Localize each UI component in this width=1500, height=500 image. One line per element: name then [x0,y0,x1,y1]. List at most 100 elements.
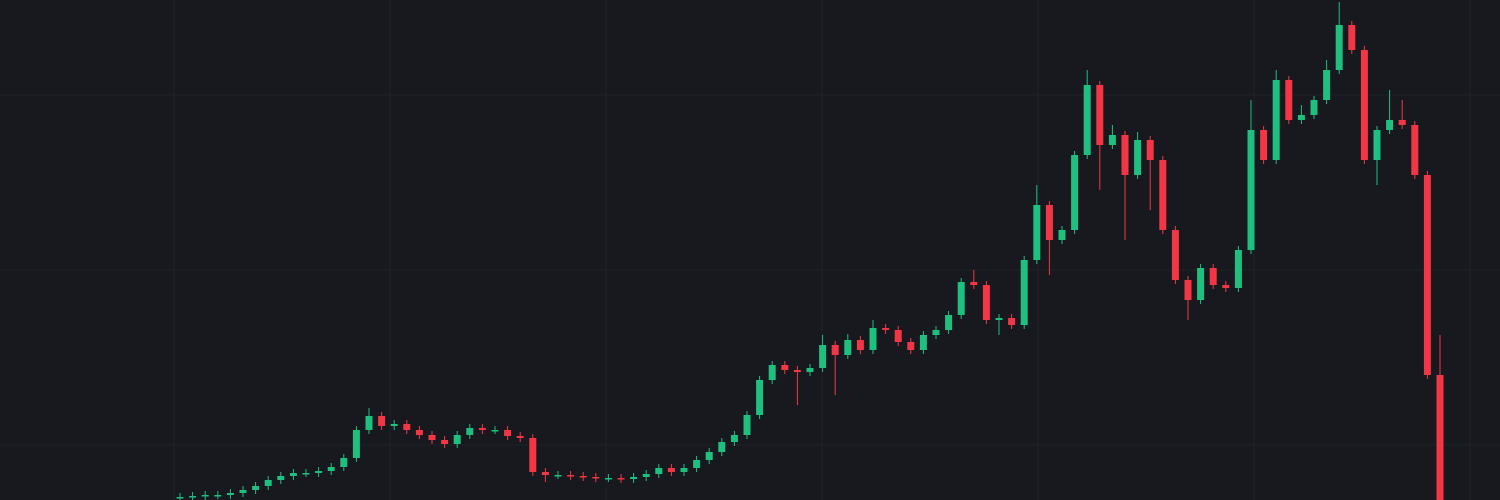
candle-body [730,435,738,442]
candle-body [1071,155,1079,230]
candle-body [1171,230,1179,280]
candle-body [1096,85,1104,145]
candle-body [214,495,222,497]
candle-body [1058,230,1066,240]
candle-body [529,438,537,472]
candle-body [554,475,562,477]
candle-body [567,475,575,477]
candle-body [919,335,927,350]
candle-body [1020,260,1028,325]
candle-body [642,474,650,477]
candle-body [1209,268,1217,285]
candle-body [630,477,638,479]
candle-body [504,430,512,436]
candle-body [592,477,600,479]
candle-body [352,430,360,458]
candle-body [768,365,776,380]
candle-body [831,345,839,355]
candle-body [1247,130,1255,250]
candle-body [1335,25,1343,70]
candle-body [201,495,209,497]
candle-body [403,424,411,430]
candle-body [1411,125,1419,175]
candle-body [1436,375,1444,500]
candle-body [1045,205,1053,240]
candle-body [743,415,751,435]
candle-body [1146,140,1154,160]
candle-body [453,435,461,444]
candle-body [327,467,335,471]
candle-body [1184,280,1192,300]
candle-body [819,345,827,368]
candle-body [315,471,323,473]
candle-body [844,340,852,355]
candle-body [869,328,877,350]
candle-body [1272,80,1280,160]
candle-body [277,476,285,480]
candle-body [1373,130,1381,160]
candle-body [756,380,764,415]
candle-body [541,472,549,475]
candle-body [932,330,940,335]
candle-body [1260,130,1268,160]
candle-body [718,442,726,452]
candle-body [239,490,247,493]
candle-body [1285,80,1293,120]
candle-body [995,318,1003,320]
candle-body [176,497,184,499]
candle-body [1121,135,1129,175]
candle-body [1423,175,1431,375]
candle-body [1398,120,1406,125]
candle-body [516,436,524,438]
candle-body [680,468,688,472]
candle-body [617,478,625,480]
candle-body [252,486,260,490]
candle-body [705,452,713,460]
candle-body [264,480,272,486]
candle-body [478,428,486,430]
candle-body [1008,318,1016,325]
candle-body [1033,205,1041,260]
candle-body [226,493,234,495]
candle-body [1297,115,1305,120]
candle-body [1083,85,1091,155]
candle-body [579,476,587,478]
candle-body [1197,268,1205,300]
candle-body [289,473,297,476]
candle-body [945,315,953,330]
candle-body [667,468,675,472]
candle-body [340,458,348,467]
candle-body [365,416,373,430]
candle-body [781,365,789,370]
candle-body [882,328,890,330]
candle-body [1348,25,1356,50]
candle-body [1234,250,1242,288]
candle-body [970,282,978,285]
candle-body [604,478,612,480]
candle-body [189,496,197,498]
candle-body [441,440,449,444]
candle-body [1159,160,1167,230]
candle-body [1134,140,1142,175]
candle-body [806,368,814,372]
candle-body [856,340,864,350]
candle-body [1222,285,1230,288]
candle-body [302,473,310,475]
candle-body [894,330,902,342]
candles [176,2,1444,500]
candle-body [466,428,474,435]
candle-body [1323,70,1331,100]
candle-body [982,285,990,320]
candle-body [655,468,663,474]
candle-body [693,460,701,468]
candle-body [415,430,423,435]
candle-body [428,435,436,440]
candle-body [907,342,915,350]
candle-body [1108,135,1116,145]
candle-body [1360,50,1368,160]
candle-body [793,370,801,372]
candle-body [491,430,499,432]
